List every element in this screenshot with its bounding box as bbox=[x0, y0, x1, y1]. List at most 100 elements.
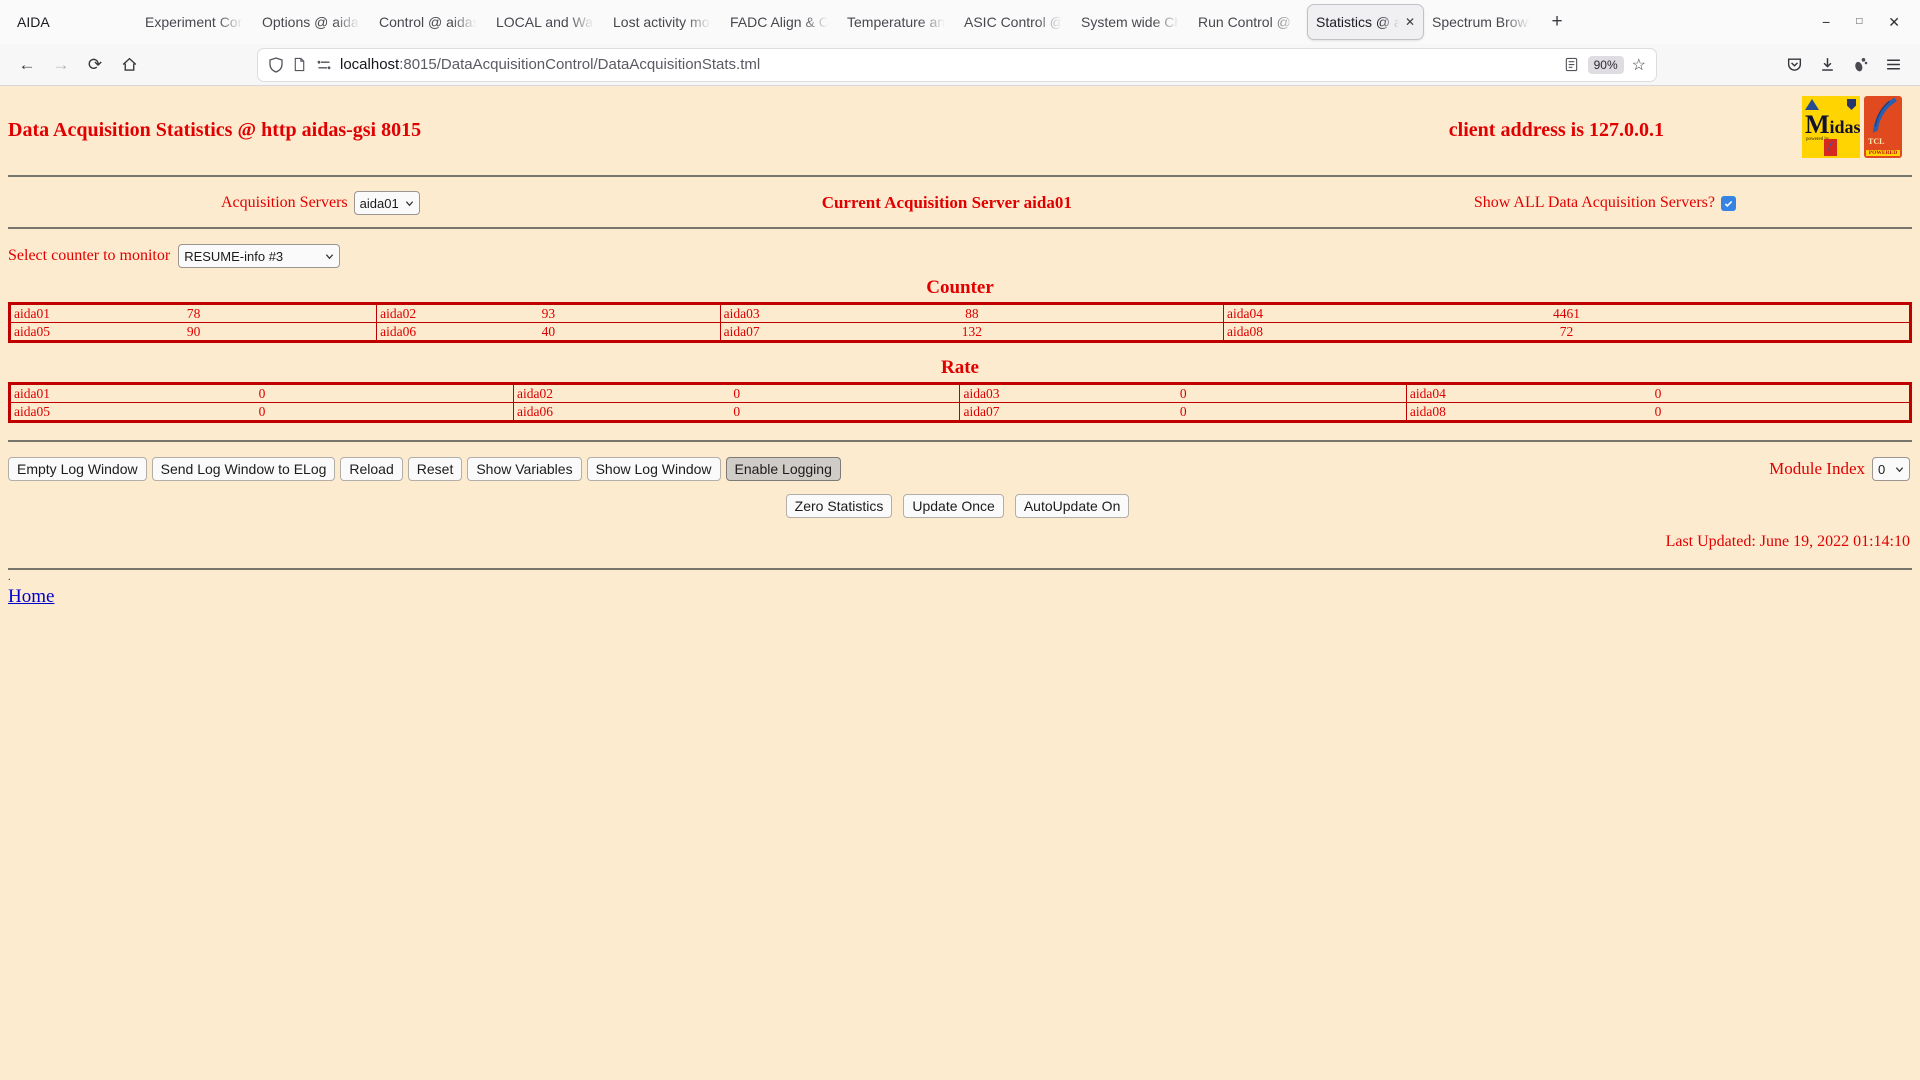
url-text[interactable]: localhost:8015/DataAcquisitionControl/Da… bbox=[340, 56, 1556, 73]
tab-fadc-align[interactable]: FADC Align & Co bbox=[730, 14, 831, 30]
acquisition-server-row: Acquisition Servers aida01 Current Acqui… bbox=[8, 190, 1912, 216]
tab-local-and-wave[interactable]: LOCAL and Wave bbox=[496, 14, 597, 30]
counter-monitor-select[interactable]: RESUME-info #3 bbox=[178, 244, 341, 268]
tab-control[interactable]: Control @ aidas- bbox=[379, 14, 480, 30]
rate-cell: aida05 0 bbox=[8, 402, 515, 422]
divider bbox=[8, 227, 1912, 229]
autoupdate-on-button[interactable]: AutoUpdate On bbox=[1014, 494, 1130, 518]
page-info-icon[interactable] bbox=[292, 57, 308, 73]
home-button[interactable] bbox=[114, 50, 144, 80]
tab-bar: AIDA Experiment Contr Options @ aidas- C… bbox=[0, 0, 1920, 44]
tab-options[interactable]: Options @ aidas- bbox=[262, 14, 363, 30]
rate-cell: aida02 0 bbox=[513, 383, 961, 403]
table-row: aida05 90 aida06 40 aida07 132 aida08 72 bbox=[8, 322, 1911, 342]
zoom-level-chip[interactable]: 90% bbox=[1587, 55, 1624, 74]
footer-dot: . bbox=[8, 572, 11, 583]
new-tab-button[interactable]: + bbox=[1551, 11, 1563, 32]
browser-toolbar: ← → ⟳ localhost:8015/DataAcquisitionCont… bbox=[0, 44, 1920, 86]
divider bbox=[8, 440, 1912, 442]
zero-statistics-button[interactable]: Zero Statistics bbox=[785, 494, 893, 518]
module-index-select[interactable]: 0 bbox=[1872, 457, 1910, 481]
counter-cell: aida03 88 bbox=[719, 303, 1225, 323]
rate-cell: aida03 0 bbox=[959, 383, 1407, 403]
log-buttons-row: Empty Log Window Send Log Window to ELog… bbox=[8, 457, 1912, 481]
rate-section-title: Rate bbox=[941, 357, 979, 378]
midas-logo-m: M bbox=[1805, 110, 1830, 139]
shield-icon[interactable] bbox=[268, 56, 284, 73]
update-once-button[interactable]: Update Once bbox=[903, 494, 1004, 518]
acquisition-server-select[interactable]: aida01 bbox=[353, 191, 420, 215]
send-log-to-elog-button[interactable]: Send Log Window to ELog bbox=[151, 457, 336, 481]
url-path: :8015/DataAcquisitionControl/DataAcquisi… bbox=[399, 56, 761, 73]
window-app-label: AIDA bbox=[17, 14, 50, 30]
counter-cell: aida06 40 bbox=[376, 322, 721, 342]
tab-temperature[interactable]: Temperature and bbox=[847, 14, 948, 30]
counter-select-label: Select counter to monitor bbox=[8, 247, 171, 264]
download-icon[interactable] bbox=[1819, 56, 1836, 73]
rate-cell: aida07 0 bbox=[959, 402, 1407, 422]
gnome-foot-extension-icon[interactable] bbox=[1852, 56, 1869, 73]
reset-button[interactable]: Reset bbox=[407, 457, 463, 481]
tcl-powered-logo[interactable]: TCL POWERED bbox=[1864, 96, 1902, 158]
midas-mountain-icon bbox=[1805, 99, 1819, 110]
tab-list: Experiment Contr Options @ aidas- Contro… bbox=[137, 0, 1541, 44]
empty-log-window-button[interactable]: Empty Log Window bbox=[8, 457, 147, 481]
show-variables-button[interactable]: Show Variables bbox=[467, 457, 582, 481]
reader-mode-icon[interactable] bbox=[1564, 57, 1580, 73]
client-address: client address is 127.0.0.1 bbox=[1448, 119, 1664, 141]
toolbar-right-icons bbox=[1786, 56, 1908, 73]
midas-logo[interactable]: Midas powered by bbox=[1802, 96, 1861, 158]
enable-logging-button[interactable]: Enable Logging bbox=[725, 457, 841, 481]
tab-lost-activity[interactable]: Lost activity moni bbox=[613, 14, 714, 30]
table-row: aida01 0 aida02 0 aida03 0 aida04 0 bbox=[8, 383, 1912, 403]
show-all-servers-checkbox[interactable] bbox=[1721, 195, 1736, 211]
current-server-label: Current Acquisition Server aida01 bbox=[821, 193, 1072, 212]
tab-run-control[interactable]: Run Control @ ai bbox=[1198, 14, 1299, 30]
last-updated-text: Last Updated: June 19, 2022 01:14:10 bbox=[1665, 533, 1910, 550]
tab-spectrum-browser[interactable]: Spectrum Brows bbox=[1432, 14, 1533, 30]
page-content: Midas powered by TCL POWERED Data Acquis… bbox=[0, 86, 1920, 1080]
counter-cell: aida02 93 bbox=[376, 303, 721, 323]
counter-cell: aida08 72 bbox=[1223, 322, 1911, 342]
rate-cell: aida06 0 bbox=[513, 402, 961, 422]
table-row: aida05 0 aida06 0 aida07 0 aida08 0 bbox=[8, 402, 1912, 422]
reload-button-page[interactable]: Reload bbox=[340, 457, 403, 481]
rate-cell: aida08 0 bbox=[1405, 402, 1912, 422]
tab-asic-control[interactable]: ASIC Control @ a bbox=[964, 14, 1065, 30]
rate-cell: aida01 0 bbox=[8, 383, 515, 403]
tab-experiment-control[interactable]: Experiment Contr bbox=[145, 14, 246, 30]
page-title: Data Acquisition Statistics @ http aidas… bbox=[8, 119, 422, 141]
divider bbox=[8, 568, 1912, 570]
menu-hamburger-icon[interactable] bbox=[1885, 56, 1902, 73]
counter-section-title: Counter bbox=[926, 277, 994, 298]
tab-system-wide-check[interactable]: System wide Che bbox=[1081, 14, 1182, 30]
midas-tcl-feather-icon bbox=[1824, 139, 1837, 156]
counter-cell: aida05 90 bbox=[8, 322, 378, 342]
chevron-down-icon bbox=[405, 199, 414, 208]
counter-cell: aida01 78 bbox=[8, 303, 378, 323]
close-tab-icon[interactable]: ✕ bbox=[1404, 15, 1415, 29]
midas-powered-by: powered by bbox=[1806, 137, 1830, 142]
tab-statistics-active[interactable]: Statistics @ aid ✕ bbox=[1307, 4, 1424, 40]
url-host: localhost bbox=[340, 56, 400, 73]
show-all-servers-label: Show ALL Data Acquisition Servers? bbox=[1473, 194, 1715, 211]
bookmark-star-icon[interactable]: ☆ bbox=[1631, 56, 1646, 74]
back-button[interactable]: ← bbox=[18, 54, 36, 74]
minimize-icon[interactable]: − bbox=[1822, 14, 1831, 30]
maximize-icon[interactable]: □ bbox=[1856, 16, 1863, 27]
midas-logo-rest: idas bbox=[1829, 117, 1861, 137]
rate-cell: aida04 0 bbox=[1405, 383, 1912, 403]
pocket-icon[interactable] bbox=[1786, 56, 1803, 73]
connection-icon[interactable] bbox=[316, 57, 332, 73]
acquisition-servers-label: Acquisition Servers bbox=[221, 194, 348, 211]
update-buttons-row: Zero Statistics Update Once AutoUpdate O… bbox=[8, 494, 1912, 518]
show-log-window-button[interactable]: Show Log Window bbox=[586, 457, 721, 481]
counter-cell: aida04 4461 bbox=[1223, 303, 1911, 323]
url-bar[interactable]: localhost:8015/DataAcquisitionControl/Da… bbox=[258, 48, 1656, 81]
rate-table: aida01 0 aida02 0 aida03 0 aida04 0 aida05 0 … bbox=[8, 382, 1912, 423]
chevron-down-icon bbox=[1895, 465, 1904, 474]
home-link[interactable]: Home bbox=[8, 586, 55, 607]
close-window-icon[interactable]: ✕ bbox=[1888, 14, 1900, 30]
reload-button[interactable]: ⟳ bbox=[87, 54, 103, 74]
window-controls: − □ ✕ bbox=[1822, 15, 1920, 29]
